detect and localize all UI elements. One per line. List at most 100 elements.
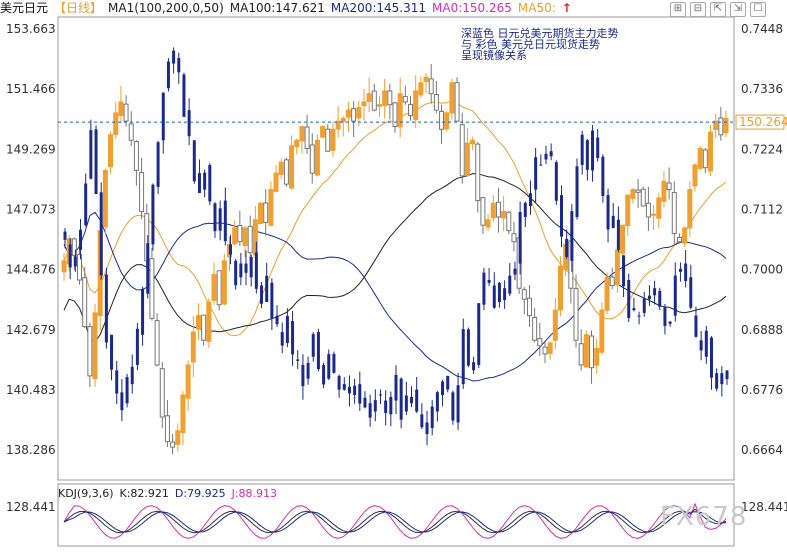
spot-candle-body bbox=[532, 316, 538, 341]
spot-candle-body bbox=[697, 148, 703, 169]
spot-candle-body bbox=[371, 90, 377, 111]
futures-candle-body bbox=[291, 321, 295, 355]
scroll-right-icon[interactable]: ⇲ bbox=[730, 2, 746, 17]
spot-candle-body bbox=[340, 117, 346, 123]
spot-candle-body bbox=[195, 315, 201, 330]
spot-candle-body bbox=[490, 202, 496, 219]
spot-candle-body bbox=[495, 201, 501, 218]
ma50-warning-icon: ↑ bbox=[561, 1, 572, 15]
symbol-label: 美元日元 bbox=[0, 1, 49, 15]
futures-candle-body bbox=[435, 392, 439, 412]
chart-toolbar: ⊞ ⊟ ⇱ ⇲ ☐ bbox=[666, 1, 766, 17]
spot-candle-body bbox=[713, 120, 719, 130]
spot-candle-body bbox=[558, 265, 563, 311]
spot-candle-body bbox=[470, 139, 476, 145]
kdj-title: KDJ(9,3,6) bbox=[58, 487, 114, 500]
zoom-out-icon[interactable]: ⊟ bbox=[690, 2, 706, 17]
spot-candle-body bbox=[108, 134, 114, 168]
futures-candle-body bbox=[570, 211, 574, 261]
spot-candle-body bbox=[387, 90, 393, 106]
futures-candle-body bbox=[404, 395, 408, 412]
futures-candle-body bbox=[99, 192, 103, 276]
futures-candles bbox=[63, 47, 729, 446]
futures-candle-body bbox=[192, 140, 196, 182]
futures-candle-body bbox=[316, 332, 320, 370]
spot-candle-body bbox=[211, 274, 217, 301]
watermark: FX678 bbox=[660, 502, 748, 532]
futures-candle-body bbox=[673, 275, 677, 316]
spot-candle-body bbox=[573, 288, 579, 341]
spot-candle-body bbox=[501, 211, 507, 219]
kdj-j-value: J:88.913 bbox=[231, 487, 278, 500]
futures-candle-body bbox=[79, 229, 83, 250]
spot-candle-body bbox=[661, 180, 667, 202]
period-label[interactable]: 【日线】 bbox=[54, 1, 103, 15]
futures-candle-body bbox=[347, 386, 351, 394]
annotation-line-2: 与 彩色 美元兑日元现货走势 bbox=[461, 38, 600, 51]
spot-candle-body bbox=[330, 128, 336, 151]
futures-candle-body bbox=[425, 422, 429, 435]
futures-candle-body bbox=[601, 156, 605, 196]
spot-candle-body bbox=[190, 331, 196, 363]
futures-candle-body bbox=[503, 288, 507, 301]
futures-candle-body bbox=[254, 252, 258, 289]
kdj-k-line bbox=[63, 508, 727, 534]
spot-candle-body bbox=[263, 202, 269, 223]
futures-candle-body bbox=[260, 285, 264, 304]
spot-candle-body bbox=[614, 249, 620, 286]
futures-candle-body bbox=[358, 384, 362, 404]
futures-candle-body bbox=[627, 280, 631, 318]
futures-candle-body bbox=[554, 162, 558, 201]
futures-candle-body bbox=[249, 257, 253, 278]
futures-candle-body bbox=[689, 277, 693, 308]
spot-candle-body bbox=[485, 219, 491, 228]
futures-candle-body bbox=[549, 151, 553, 157]
futures-candle-body bbox=[528, 193, 532, 207]
futures-candle-body bbox=[378, 394, 382, 396]
futures-candle-body bbox=[197, 173, 201, 193]
spot-candle-body bbox=[154, 320, 160, 366]
ma-settings-label[interactable]: MA1(100,200,0,50) bbox=[108, 1, 224, 15]
main-panel-border bbox=[57, 16, 735, 481]
futures-candle-body bbox=[156, 142, 160, 187]
spot-candle-body bbox=[511, 233, 517, 243]
spot-candle-body bbox=[180, 394, 186, 434]
futures-candle-body bbox=[353, 385, 357, 396]
futures-candle-body bbox=[430, 406, 434, 428]
spot-candle-body bbox=[583, 334, 589, 368]
futures-candle-body bbox=[130, 366, 134, 385]
futures-candle-body bbox=[296, 359, 300, 361]
futures-candle-body bbox=[560, 195, 563, 237]
spot-candle-body bbox=[635, 189, 641, 193]
futures-candle-body bbox=[415, 389, 419, 412]
price-axes: 153.663 151.466 149.269 147.073 144.876 142.6… bbox=[6, 22, 787, 457]
spot-candle-body bbox=[309, 144, 315, 174]
spot-candle-body bbox=[242, 227, 248, 247]
futures-candle-body bbox=[208, 164, 212, 202]
futures-candle-body bbox=[73, 256, 77, 267]
futures-candle-body bbox=[166, 61, 170, 89]
futures-candle-body bbox=[373, 400, 377, 412]
spot-candle-body bbox=[480, 197, 486, 226]
fullscreen-icon[interactable]: ☐ bbox=[750, 2, 766, 17]
spot-candle-body bbox=[128, 123, 134, 141]
spot-candle-body bbox=[408, 103, 414, 117]
zoom-in-icon[interactable]: ⊞ bbox=[670, 2, 686, 17]
futures-candle-body bbox=[420, 414, 424, 428]
futures-candle-body bbox=[384, 400, 388, 414]
spot-candle-body bbox=[351, 108, 357, 122]
futures-candle-body bbox=[720, 373, 724, 385]
futures-candle-body bbox=[115, 370, 119, 394]
spot-candle-body bbox=[201, 314, 207, 341]
ma100-value: MA100:147.621 bbox=[229, 1, 325, 15]
ma200-line bbox=[63, 211, 727, 382]
futures-candle-body bbox=[285, 315, 289, 344]
spot-candle-body bbox=[625, 194, 631, 227]
scroll-left-icon[interactable]: ⇱ bbox=[710, 2, 726, 17]
spot-candle-body bbox=[206, 301, 212, 342]
futures-candle-body bbox=[477, 303, 481, 365]
futures-candle-body bbox=[492, 285, 496, 308]
y-right-tick-label: 0.7336 bbox=[741, 82, 783, 96]
current-price-box bbox=[735, 114, 785, 130]
